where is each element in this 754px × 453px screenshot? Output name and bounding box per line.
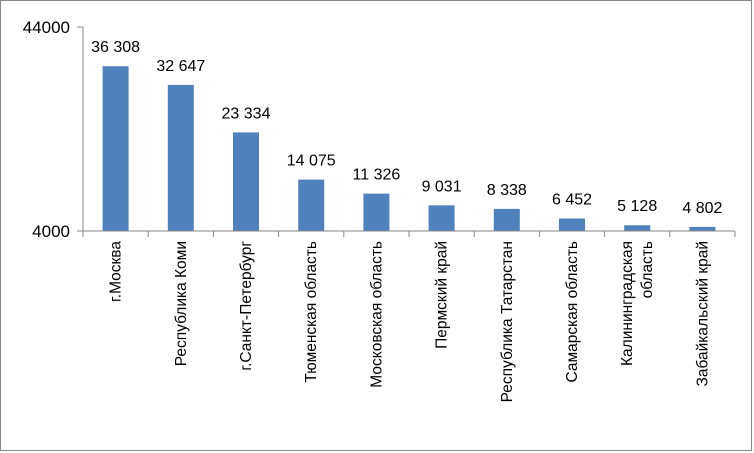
category-label: Пермский край xyxy=(434,241,451,349)
category-label: Самарская область xyxy=(564,241,581,382)
category-label-line: Республика Коми xyxy=(173,241,190,366)
data-label: 4 802 xyxy=(682,200,722,217)
category-label-line: Тюменская область xyxy=(303,241,320,383)
y-tick-label: 44000 xyxy=(23,18,70,37)
category-label-line: Калининградская xyxy=(619,241,636,366)
data-label: 36 308 xyxy=(91,39,140,56)
data-label: 23 334 xyxy=(222,105,271,122)
data-label: 14 075 xyxy=(287,153,336,170)
category-label-line: г.Санкт-Петербург xyxy=(238,241,255,371)
data-labels: 36 308 32 647 23 334 14 075 11 326 9 031 8 338… xyxy=(91,39,722,217)
bar xyxy=(624,225,651,231)
category-label: Московская область xyxy=(368,241,385,388)
category-label: Республика Татарстан xyxy=(499,241,516,402)
category-labels: г.Москва Республика Коми г.Санкт-Петербург… xyxy=(108,241,712,403)
category-label: г.Санкт-Петербург xyxy=(238,241,255,371)
bar xyxy=(363,193,390,231)
bar xyxy=(167,84,194,231)
category-label-line: Пермский край xyxy=(434,241,451,349)
data-label: 11 326 xyxy=(353,167,401,184)
category-label-line: Республика Татарстан xyxy=(499,241,516,402)
bar xyxy=(102,66,129,231)
category-label: г.Москва xyxy=(108,241,125,302)
category-label-line: область xyxy=(639,241,656,298)
category-label: Калининградская область xyxy=(619,241,656,366)
data-label: 8 338 xyxy=(487,182,527,199)
y-axis: 4000 44000 xyxy=(23,18,84,241)
bar xyxy=(428,205,455,231)
category-label-line: г.Москва xyxy=(108,241,125,302)
data-label: 6 452 xyxy=(552,191,592,208)
bar xyxy=(233,132,259,231)
x-axis xyxy=(82,230,736,237)
category-label: Забайкальский край xyxy=(694,241,711,386)
data-label: 9 031 xyxy=(422,178,462,195)
bar xyxy=(689,226,716,231)
bar xyxy=(493,208,520,231)
data-label: 32 647 xyxy=(156,58,205,75)
category-label-line: Московская область xyxy=(368,241,385,388)
bar xyxy=(559,218,585,231)
bars xyxy=(102,66,716,231)
data-label: 5 128 xyxy=(617,198,657,215)
bar xyxy=(298,179,325,231)
category-label-line: Самарская область xyxy=(564,241,581,382)
y-tick-label: 4000 xyxy=(32,222,70,241)
category-label-line: Забайкальский край xyxy=(694,241,711,386)
category-label: Республика Коми xyxy=(173,241,190,366)
category-label: Тюменская область xyxy=(303,241,320,383)
